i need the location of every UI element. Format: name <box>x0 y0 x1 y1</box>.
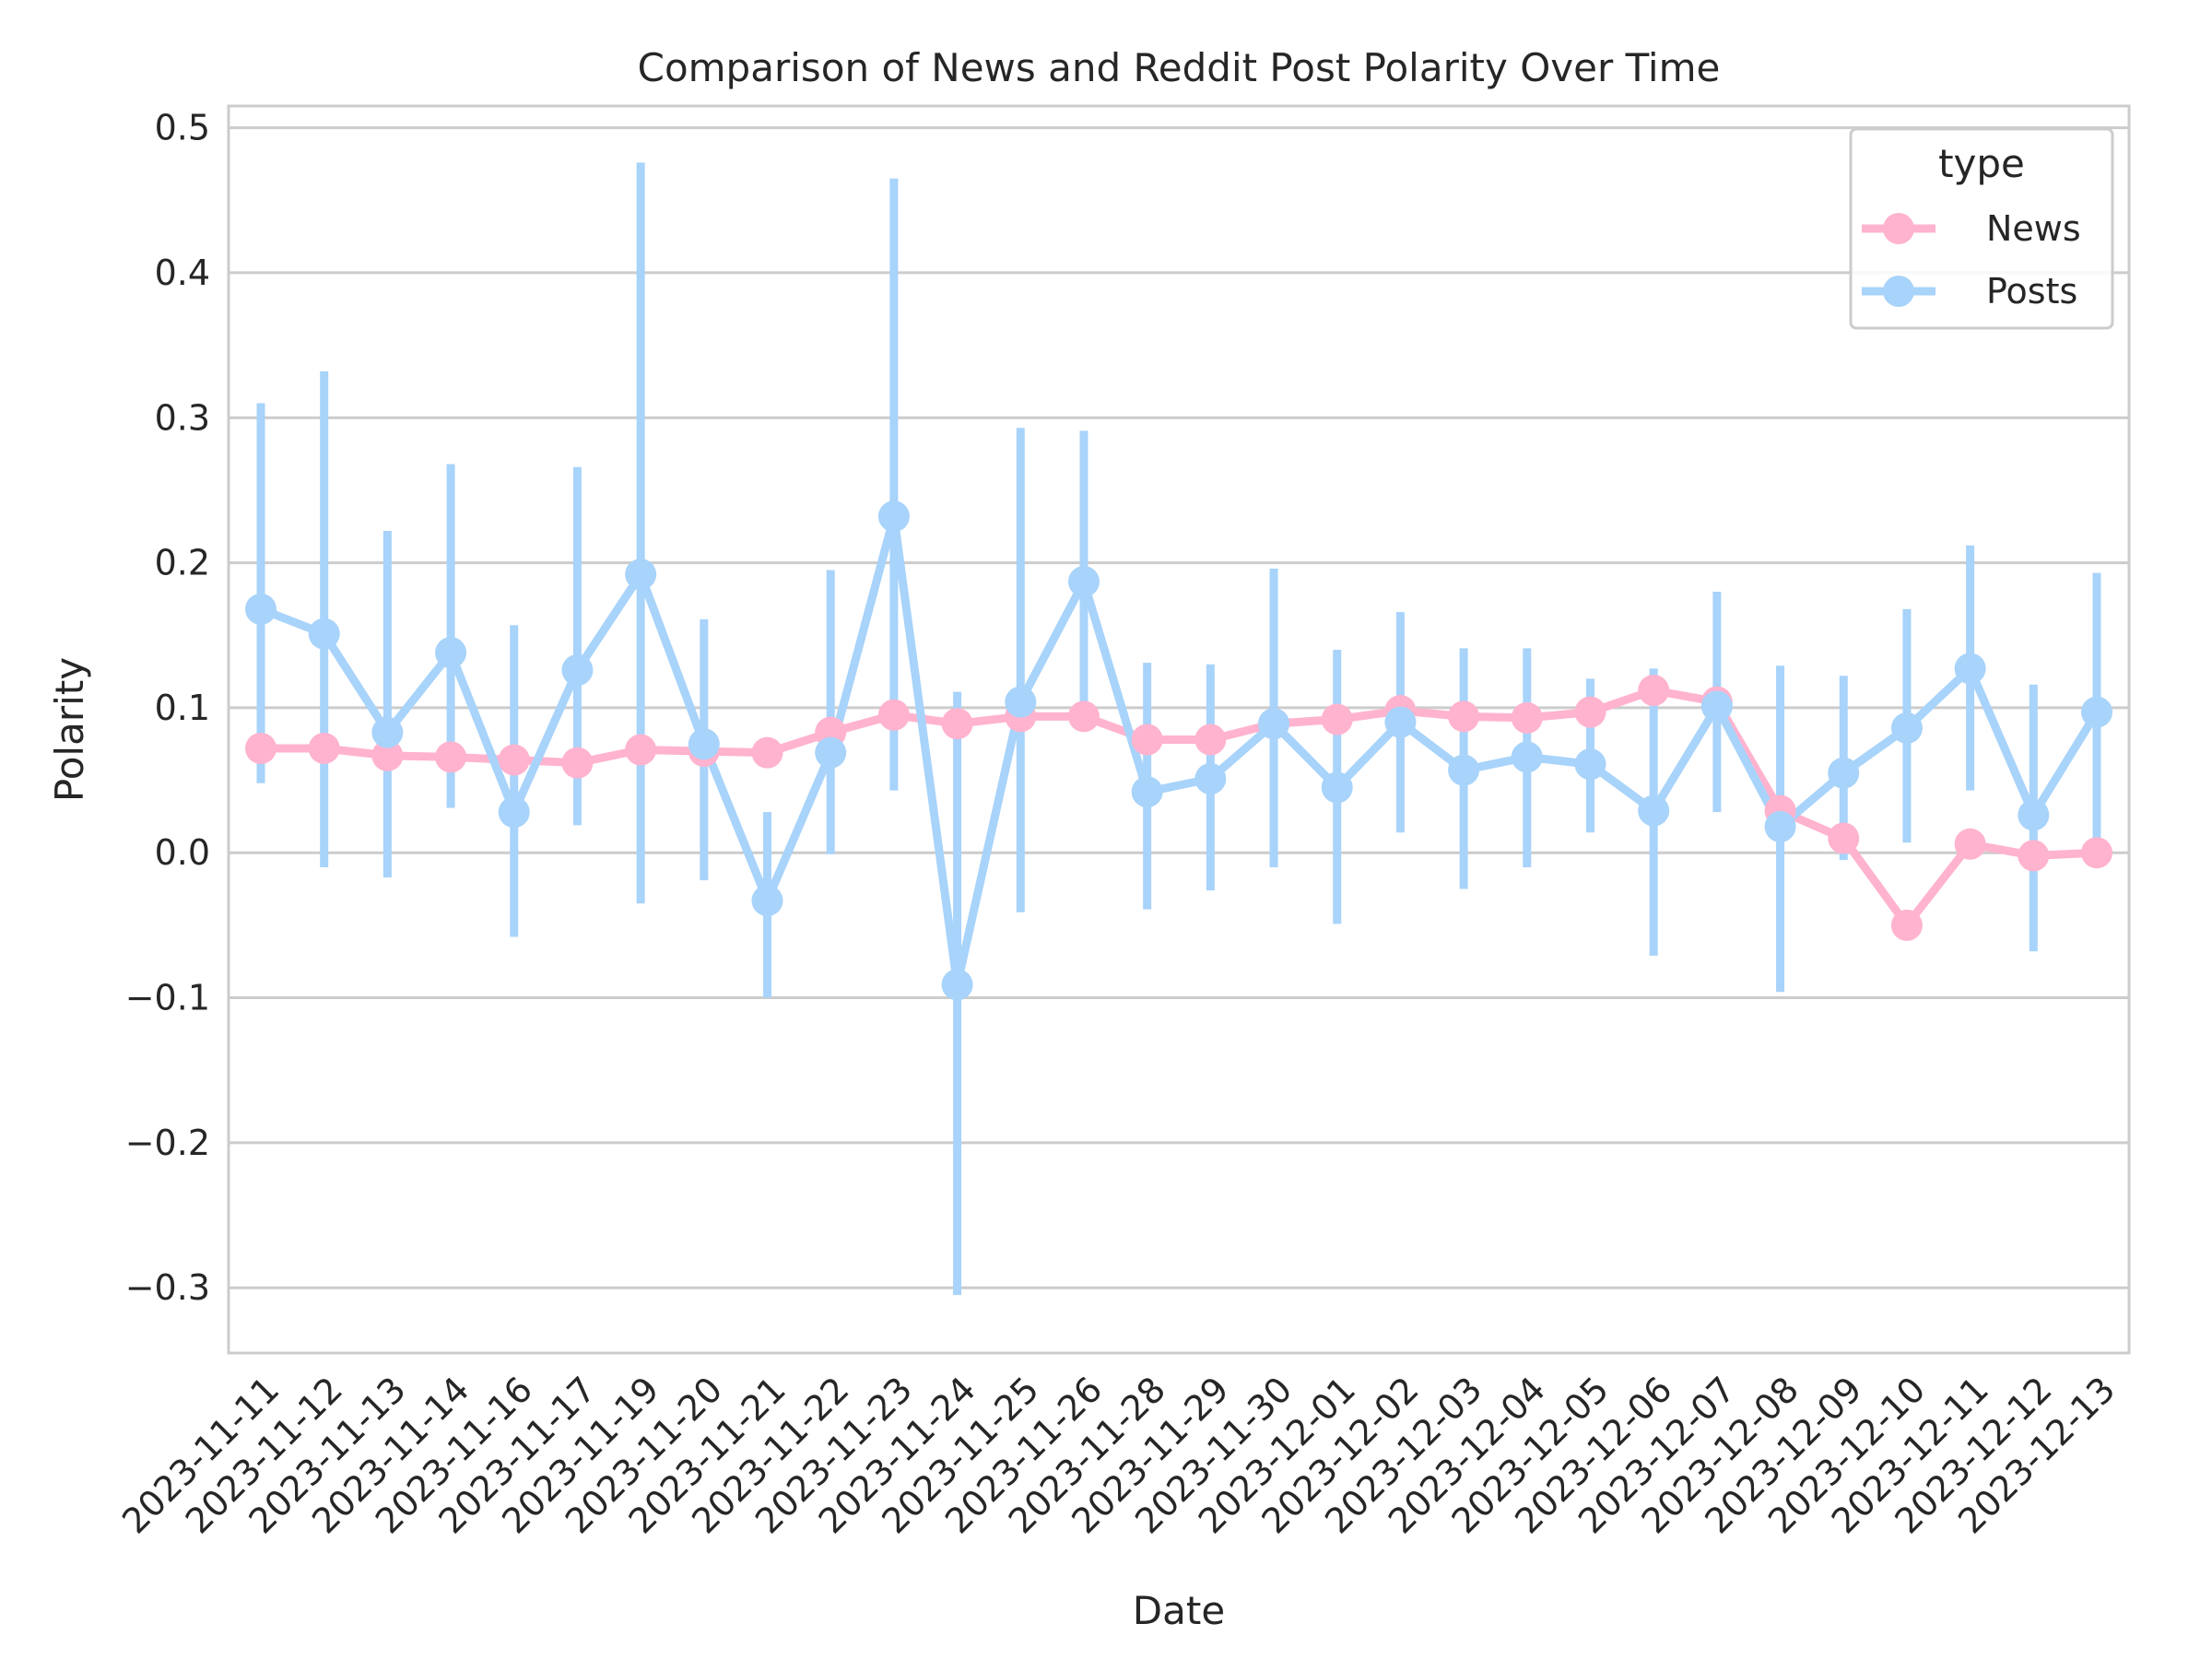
data-point <box>1194 724 1227 756</box>
data-point <box>1954 828 1986 860</box>
data-point <box>1384 706 1417 738</box>
data-point <box>1194 762 1227 794</box>
data-point <box>435 741 467 773</box>
y-tick-label: 0.2 <box>155 543 210 583</box>
data-point <box>1448 700 1480 733</box>
y-tick-label: 0.4 <box>155 253 210 293</box>
data-point <box>371 716 404 748</box>
y-tick-label: 0.5 <box>155 108 210 148</box>
data-point <box>625 559 657 591</box>
data-point <box>2018 840 2050 872</box>
data-point <box>941 708 973 740</box>
data-point <box>1828 822 1860 854</box>
data-point <box>245 732 276 764</box>
data-point <box>1890 712 1923 744</box>
data-point <box>1828 757 1860 789</box>
data-point <box>2081 837 2112 869</box>
y-tick-label: 0.1 <box>155 688 210 728</box>
legend-swatch-marker <box>1883 276 1914 307</box>
data-point <box>941 969 973 1001</box>
data-point <box>1638 794 1670 827</box>
data-point <box>877 500 910 533</box>
x-axis-title: Date <box>1133 1588 1225 1633</box>
data-point <box>1638 675 1670 707</box>
data-point <box>1954 653 1986 685</box>
legend-box <box>1849 127 2114 330</box>
data-point <box>1321 703 1353 735</box>
data-point <box>815 736 847 769</box>
data-point <box>435 637 467 669</box>
y-tick-label: −0.3 <box>125 1267 210 1308</box>
y-axis-title: Polarity <box>47 657 92 802</box>
data-point <box>245 593 276 625</box>
data-point <box>1067 566 1100 598</box>
data-point <box>751 885 783 917</box>
data-point <box>1511 741 1543 773</box>
data-point <box>561 747 594 779</box>
data-point <box>1131 724 1163 756</box>
data-point <box>498 744 530 776</box>
plot-frame <box>227 104 2131 1355</box>
data-point <box>561 653 594 686</box>
data-point <box>498 796 530 829</box>
chart-title: Comparison of News and Reddit Post Polar… <box>638 45 1721 90</box>
series-points <box>245 500 2112 1001</box>
grid-lines <box>229 126 2129 1289</box>
legend-label: News <box>1986 208 2081 249</box>
data-point <box>1258 708 1290 740</box>
data-point <box>751 736 783 769</box>
data-point <box>625 734 657 766</box>
data-point <box>877 699 910 731</box>
data-point <box>308 618 340 650</box>
y-tick-labels: −0.3 −0.2 −0.1 0.0 0.1 0.2 0.3 0.4 0.5 <box>125 108 210 1309</box>
data-point <box>308 732 340 764</box>
y-tick-label: −0.1 <box>125 978 210 1018</box>
x-tick-labels: 2023-11-112023-11-122023-11-132023-11-14… <box>114 1369 2123 1541</box>
data-point <box>1700 690 1733 723</box>
data-point <box>1511 701 1543 734</box>
data-point <box>1321 771 1353 804</box>
legend-label: Posts <box>1986 271 2077 312</box>
legend-swatch-marker <box>1883 213 1914 244</box>
data-point <box>688 728 720 760</box>
data-point <box>1574 696 1606 728</box>
data-point <box>371 739 404 771</box>
y-tick-label: 0.3 <box>155 397 210 438</box>
data-point <box>1890 909 1923 941</box>
data-point <box>1448 754 1480 786</box>
data-point <box>1067 700 1100 733</box>
y-tick-label: −0.2 <box>125 1123 210 1163</box>
data-point <box>1764 810 1796 842</box>
legend-title: type <box>1938 141 2025 186</box>
y-tick-label: 0.0 <box>155 832 210 873</box>
data-point <box>1131 776 1163 808</box>
data-point <box>1005 686 1037 718</box>
legend: type News Posts <box>1849 127 2114 330</box>
data-point <box>2018 799 2050 831</box>
data-point <box>1574 748 1606 781</box>
data-point <box>2081 696 2112 728</box>
